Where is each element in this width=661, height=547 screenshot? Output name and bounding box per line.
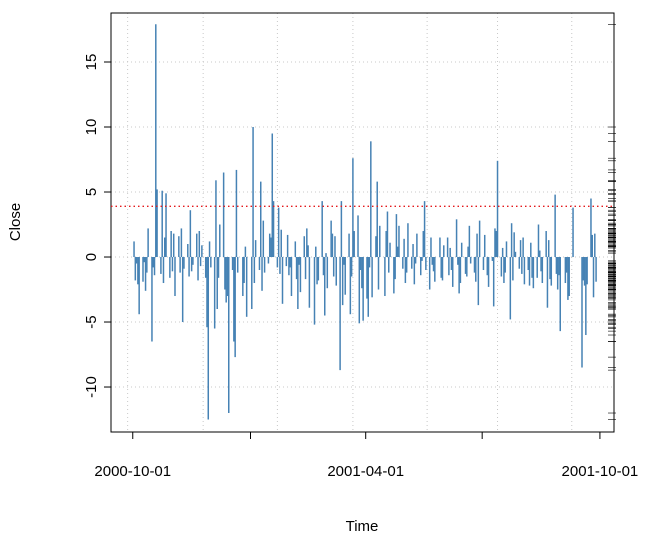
y-tick-label: -5 (83, 315, 100, 328)
x-axis-title: Time (346, 518, 379, 535)
y-tick-label: 5 (83, 188, 100, 196)
x-tick-label: 2001-04-01 (327, 463, 404, 480)
y-tick-label: 15 (83, 54, 100, 71)
y-tick-label: -10 (83, 376, 100, 398)
x-tick-label: 2001-10-01 (562, 463, 639, 480)
y-axis-title: Close (7, 203, 24, 241)
x-tick-label: 2000-10-01 (94, 463, 171, 480)
y-tick-label: 0 (83, 253, 100, 261)
y-tick-label: 10 (83, 119, 100, 136)
plot-box (110, 12, 615, 433)
